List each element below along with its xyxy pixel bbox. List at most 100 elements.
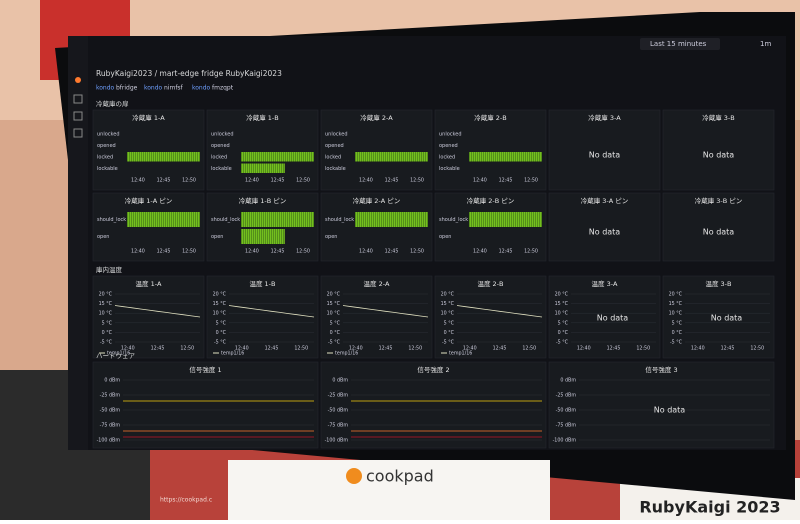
dashboards-icon[interactable] <box>73 128 83 138</box>
y-tick-label: -100 dBm <box>325 438 349 444</box>
state-bar <box>127 212 200 227</box>
time-label: 12:50 <box>296 249 310 255</box>
y-tick-label: 5 °C <box>330 320 341 326</box>
y-tick-label: -5 °C <box>670 340 683 346</box>
state-label: opened <box>325 143 344 149</box>
panel <box>92 275 205 359</box>
panel-title: 信号強度 2 <box>417 365 449 374</box>
variable[interactable]: nimfsf <box>164 85 184 92</box>
panel-title: 冷蔵庫 3-B ピン <box>695 196 743 205</box>
time-label: 12:50 <box>296 178 310 184</box>
time-label: 12:50 <box>522 346 536 352</box>
refresh-interval[interactable]: 1m <box>760 40 771 48</box>
panel <box>206 109 319 191</box>
time-label: 12:40 <box>577 346 591 352</box>
state-label: open <box>439 234 451 240</box>
panel-title: 冷蔵庫 3-A ピン <box>581 196 629 205</box>
panel-title: 冷蔵庫 3-B <box>702 113 735 122</box>
y-tick-label: -75 dBm <box>100 423 121 429</box>
state-label: open <box>211 234 223 240</box>
state-label: lockable <box>97 166 118 172</box>
y-tick-label: 0 °C <box>672 330 683 336</box>
time-label: 12:45 <box>385 178 399 184</box>
state-label: lockable <box>325 166 346 172</box>
variable[interactable]: bfridge <box>116 85 138 92</box>
state-bar <box>469 212 542 227</box>
time-label: 12:50 <box>636 346 650 352</box>
cookpad-logo <box>346 468 362 484</box>
y-tick-label: -75 dBm <box>556 423 577 429</box>
no-data: No data <box>703 151 735 160</box>
variable[interactable]: kondo <box>96 85 115 92</box>
time-label: 12:45 <box>493 346 507 352</box>
y-tick-label: 10 °C <box>441 311 455 317</box>
state-label: should_lock <box>325 217 354 223</box>
y-tick-label: 5 °C <box>558 320 569 326</box>
y-tick-label: 20 °C <box>327 292 341 298</box>
state-label: lockable <box>211 166 232 172</box>
temperature-line <box>114 305 201 318</box>
grafana-logo <box>75 77 81 83</box>
y-tick-label: 0 °C <box>102 330 113 336</box>
y-tick-label: 15 °C <box>441 301 455 307</box>
cookpad-sign <box>228 460 550 520</box>
row-title[interactable]: 庫内温度 <box>96 265 123 274</box>
panel <box>662 192 775 262</box>
state-label: unlocked <box>97 131 120 137</box>
time-label: 12:45 <box>265 346 279 352</box>
y-tick-label: 10 °C <box>327 311 341 317</box>
y-tick-label: 10 °C <box>555 311 569 317</box>
time-label: 12:45 <box>385 249 399 255</box>
panel-title: 冷蔵庫 3-A <box>588 113 621 122</box>
time-label: 12:40 <box>359 178 373 184</box>
search-icon[interactable] <box>73 94 83 104</box>
state-bar <box>355 152 428 162</box>
time-label: 12:45 <box>151 346 165 352</box>
panel-title: 温度 1-B <box>249 279 275 288</box>
y-tick-label: 5 °C <box>444 320 455 326</box>
time-range[interactable]: Last 15 minutes <box>650 40 707 48</box>
legend-entry: temp1/16 <box>449 351 472 357</box>
cookpad-brand: cookpad <box>366 467 434 486</box>
time-label: 12:50 <box>524 249 538 255</box>
temperature-line <box>342 305 429 318</box>
state-label: open <box>97 234 109 240</box>
y-tick-label: -25 dBm <box>328 393 349 399</box>
state-label: locked <box>211 154 227 160</box>
state-label: unlocked <box>211 131 234 137</box>
variable[interactable]: kondo <box>144 85 163 92</box>
state-bar <box>241 152 314 162</box>
state-label: open <box>325 234 337 240</box>
y-tick-label: 20 °C <box>669 292 683 298</box>
breadcrumb[interactable]: RubyKaigi2023 / mart-edge fridge RubyKai… <box>96 69 282 78</box>
time-label: 12:40 <box>463 346 477 352</box>
y-tick-label: 0 °C <box>216 330 227 336</box>
time-label: 12:50 <box>410 249 424 255</box>
y-tick-label: 15 °C <box>327 301 341 307</box>
row-title[interactable]: ハードウェア <box>96 352 136 360</box>
state-label: unlocked <box>439 131 462 137</box>
time-label: 12:40 <box>245 249 259 255</box>
variable[interactable]: kondo <box>192 85 211 92</box>
panel-title: 温度 3-B <box>705 279 731 288</box>
variable[interactable]: fmzqpt <box>212 85 234 92</box>
y-tick-label: 20 °C <box>213 292 227 298</box>
panel-title: 冷蔵庫 2-A <box>360 113 393 122</box>
state-bar <box>241 229 285 244</box>
y-tick-label: 20 °C <box>555 292 569 298</box>
panel-title: 冷蔵庫 2-B <box>474 113 507 122</box>
time-picker[interactable] <box>640 38 720 50</box>
panel-title: 冷蔵庫 2-A ピン <box>353 196 401 205</box>
legend-entry: temp1/16 <box>107 351 130 357</box>
y-tick-label: -100 dBm <box>553 438 577 444</box>
y-tick-label: -5 °C <box>214 340 227 346</box>
panel-title: 冷蔵庫 1-A <box>132 113 165 122</box>
state-label: opened <box>439 143 458 149</box>
star-icon[interactable] <box>73 111 83 121</box>
y-tick-label: 5 °C <box>672 320 683 326</box>
time-label: 12:50 <box>750 346 764 352</box>
row-title[interactable]: 冷蔵庫の扉 <box>96 99 129 108</box>
time-label: 12:40 <box>131 178 145 184</box>
temperature-line <box>456 305 543 318</box>
